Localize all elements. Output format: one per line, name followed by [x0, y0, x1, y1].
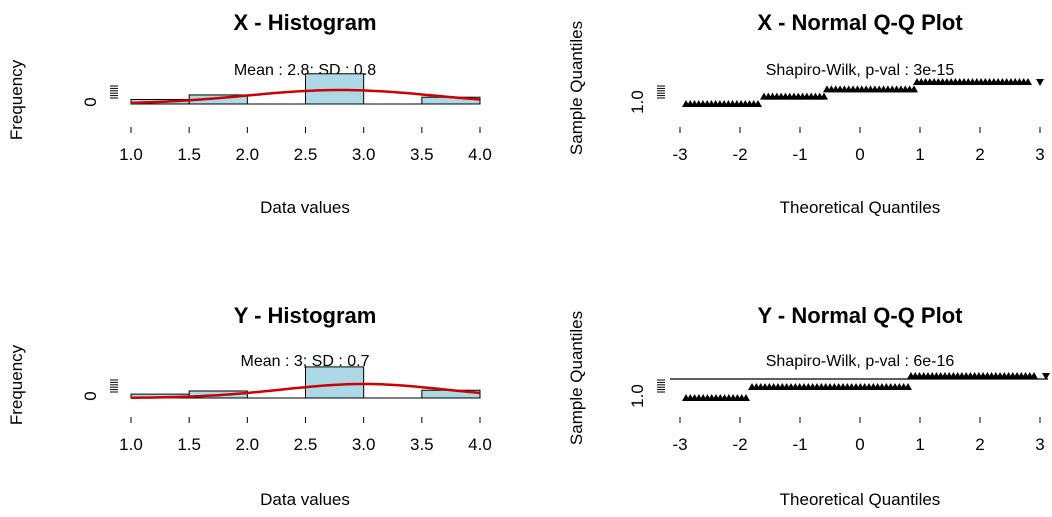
x-tick-label: 1.0 — [119, 435, 143, 454]
x-tick-label: 2 — [975, 435, 984, 454]
y-axis-label: Sample Quantiles — [567, 311, 586, 445]
chart-title: X - Histogram — [233, 10, 376, 35]
x-tick-label: -3 — [672, 145, 687, 164]
x-tick-label: -2 — [732, 145, 747, 164]
qq-point — [1030, 372, 1038, 379]
x-tick-label: -2 — [732, 435, 747, 454]
x-tick-label: 2 — [975, 145, 984, 164]
chart-title: X - Normal Q-Q Plot — [757, 10, 963, 35]
qq-point — [1042, 373, 1050, 380]
x-tick-label: 3.0 — [352, 435, 376, 454]
x-axis-label: Theoretical Quantiles — [780, 198, 941, 217]
qq-point — [904, 383, 912, 390]
chart-title: Y - Normal Q-Q Plot — [758, 303, 964, 328]
x-axis-label: Data values — [260, 198, 350, 217]
qq-point — [742, 394, 750, 401]
chart-subtitle: Mean : 3; SD : 0.7 — [241, 353, 370, 370]
qq-point — [754, 100, 762, 107]
qq-point — [820, 92, 828, 100]
qq-point — [1036, 79, 1044, 86]
y-axis-label: Sample Quantiles — [567, 21, 586, 155]
y-tick-label: 0 — [81, 97, 100, 106]
x-tick-label: 1.5 — [177, 145, 201, 164]
y-axis-label: Frequency — [7, 344, 26, 425]
x-tick-label: 0 — [855, 145, 864, 164]
x-tick-label: 1.0 — [119, 145, 143, 164]
x-tick-label: 2.0 — [236, 145, 260, 164]
chart-panel-2: X - Normal Q-Q Plot Shapiro-Wilk, p-val :… — [567, 10, 1045, 217]
density-curve — [130, 88, 481, 105]
y-axis-label: Frequency — [7, 59, 26, 140]
x-tick-label: 3 — [1035, 435, 1044, 454]
x-tick-label: 3.5 — [410, 145, 434, 164]
chart-subtitle: Shapiro-Wilk, p-val : 6e-16 — [766, 353, 955, 370]
qq-point — [910, 85, 918, 93]
x-tick-label: 1 — [915, 435, 924, 454]
x-tick-label: 0 — [855, 435, 864, 454]
x-tick-label: 2.0 — [236, 435, 260, 454]
x-axis-label: Theoretical Quantiles — [780, 490, 941, 509]
x-axis-label: Data values — [260, 490, 350, 509]
y-tick-label: 1.0 — [628, 90, 647, 114]
x-tick-label: 1.5 — [177, 435, 201, 454]
y-tick-label: 0 — [81, 391, 100, 400]
qq-point — [1024, 78, 1032, 85]
x-tick-label: 2.5 — [294, 435, 318, 454]
chart-title: Y - Histogram — [234, 303, 377, 328]
x-tick-label: 3 — [1035, 145, 1044, 164]
chart-panel-3: Y - Histogram Mean : 3; SD : 0.7 Data valu… — [7, 303, 492, 509]
x-tick-label: -1 — [792, 435, 807, 454]
x-tick-label: 1 — [915, 145, 924, 164]
x-tick-label: 2.5 — [294, 145, 318, 164]
x-tick-label: -3 — [672, 435, 687, 454]
x-tick-label: 3.5 — [410, 435, 434, 454]
y-tick-label: 1.0 — [628, 384, 647, 408]
x-tick-label: -1 — [792, 145, 807, 164]
x-tick-label: 4.0 — [468, 145, 492, 164]
chart-panel-4: Y - Normal Q-Q Plot Shapiro-Wilk, p-val :… — [567, 303, 1050, 509]
density-curve — [130, 382, 481, 400]
x-tick-label: 4.0 — [468, 435, 492, 454]
chart-subtitle: Shapiro-Wilk, p-val : 3e-15 — [766, 62, 955, 79]
histogram-bar — [305, 366, 365, 399]
x-tick-label: 3.0 — [352, 145, 376, 164]
